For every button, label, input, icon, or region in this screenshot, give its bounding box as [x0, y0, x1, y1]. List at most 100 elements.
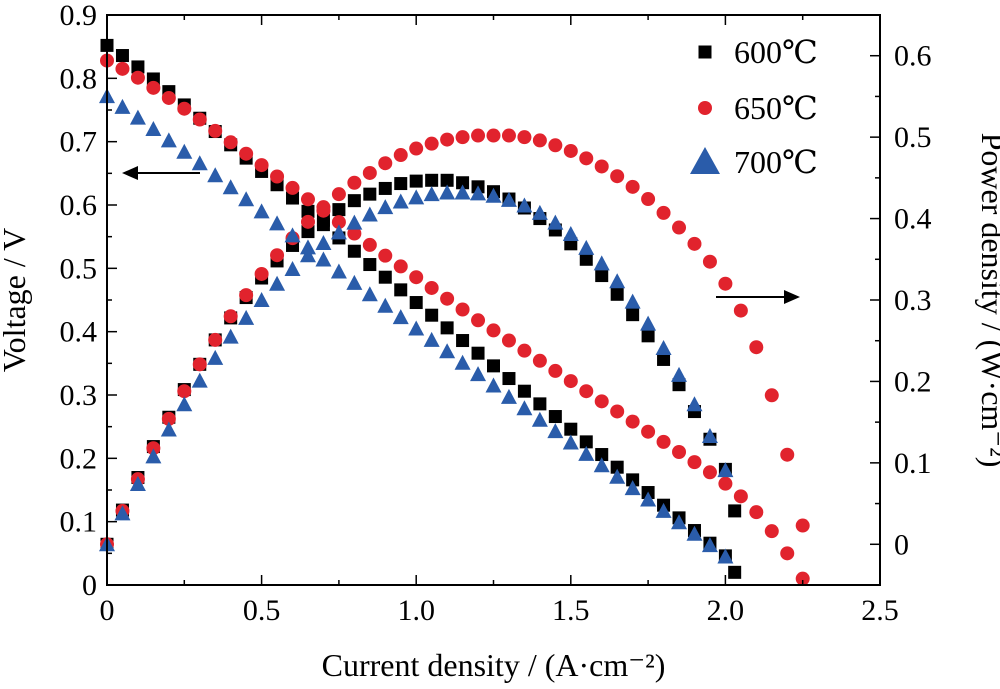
power-point	[717, 462, 734, 478]
voltage-point	[641, 424, 656, 439]
legend-label: 600℃	[734, 34, 818, 70]
voltage-point	[594, 394, 609, 409]
power-point	[208, 332, 223, 347]
voltage-point	[578, 445, 595, 461]
power-point	[718, 276, 733, 291]
power-point	[547, 214, 564, 230]
power-point	[594, 159, 609, 174]
voltage-point	[301, 204, 315, 218]
voltage-point	[686, 525, 703, 541]
power-point	[671, 366, 688, 382]
power-point	[129, 476, 146, 492]
voltage-point	[377, 297, 394, 313]
voltage-point	[485, 377, 502, 393]
y-left-tick-label: 0.7	[60, 126, 98, 159]
power-point	[471, 128, 486, 143]
power-point	[625, 179, 640, 194]
power-point	[223, 309, 238, 324]
voltage-point	[439, 343, 456, 359]
voltage-point	[548, 410, 562, 424]
voltage-point	[394, 283, 408, 297]
x-axis-title: Current density / (A·cm⁻²)	[322, 647, 666, 683]
voltage-point	[626, 473, 640, 487]
power-point	[253, 292, 270, 307]
voltage-point	[177, 101, 192, 116]
voltage-point	[191, 155, 208, 171]
power-point	[626, 308, 640, 322]
power-point	[701, 427, 718, 443]
voltage-point	[392, 309, 409, 325]
voltage-point	[129, 109, 146, 125]
legend: 600℃ 650℃ 700℃	[690, 34, 818, 180]
power-point	[532, 133, 547, 148]
power-point	[795, 518, 810, 533]
voltage-point	[595, 448, 609, 462]
legend-label: 700℃	[734, 144, 818, 180]
voltage-point	[701, 537, 718, 553]
power-point	[640, 315, 657, 331]
voltage-point	[408, 320, 425, 336]
voltage-point	[362, 237, 377, 252]
voltage-point	[176, 143, 193, 159]
power-point	[394, 177, 408, 191]
voltage-point	[717, 548, 734, 564]
power-point	[531, 204, 548, 220]
plot-area	[99, 38, 810, 586]
voltage-point	[517, 343, 532, 358]
voltage-point	[378, 270, 392, 284]
power-point	[316, 200, 331, 215]
power-point	[641, 329, 655, 343]
power-point	[301, 225, 315, 239]
power-point	[315, 235, 332, 250]
power-point	[316, 213, 330, 227]
power-point	[609, 273, 626, 289]
y-axis-left-title: Voltage / V	[0, 228, 32, 373]
voltage-point	[672, 445, 687, 459]
power-point	[624, 293, 641, 309]
power-point	[377, 199, 394, 215]
voltage-point	[361, 286, 378, 302]
power-point	[456, 176, 470, 190]
voltage-point	[564, 422, 578, 436]
power-point	[562, 226, 579, 242]
power-point	[672, 220, 687, 235]
voltage-point	[208, 123, 223, 138]
power-point	[392, 193, 409, 209]
power-point	[656, 205, 671, 220]
power-point	[439, 184, 456, 200]
y-right-tick-label: 0.3	[894, 284, 932, 317]
voltage-point	[269, 215, 286, 231]
y-right-tick-label: 0.4	[894, 203, 932, 236]
voltage-point	[749, 505, 764, 520]
power-point	[764, 388, 779, 403]
voltage-point	[728, 565, 742, 579]
y-right-tick-label: 0.2	[894, 365, 932, 398]
voltage-point	[531, 411, 548, 427]
voltage-point	[160, 132, 177, 148]
voltage-point	[131, 60, 145, 74]
power-point	[409, 174, 423, 188]
power-point	[440, 173, 454, 187]
power-point	[161, 411, 176, 426]
power-point	[361, 206, 378, 222]
x-tick-label: 1.0	[397, 594, 435, 627]
power-point	[363, 187, 377, 201]
voltage-point	[300, 192, 315, 207]
power-point	[641, 192, 656, 207]
x-tick-label: 1.5	[552, 594, 590, 627]
voltage-point	[579, 435, 593, 449]
series-triangle	[99, 88, 734, 564]
power-point	[579, 252, 593, 266]
power-point	[517, 130, 532, 145]
voltage-point	[270, 169, 285, 184]
voltage-point	[532, 353, 547, 368]
power-point	[332, 203, 346, 217]
voltage-point	[315, 251, 332, 267]
voltage-point	[284, 227, 301, 243]
power-point	[563, 143, 578, 158]
power-point	[222, 328, 239, 344]
voltage-point	[579, 384, 594, 399]
voltage-point	[471, 346, 485, 360]
power-point	[254, 266, 269, 281]
y-left-tick-label: 0.8	[60, 62, 98, 95]
